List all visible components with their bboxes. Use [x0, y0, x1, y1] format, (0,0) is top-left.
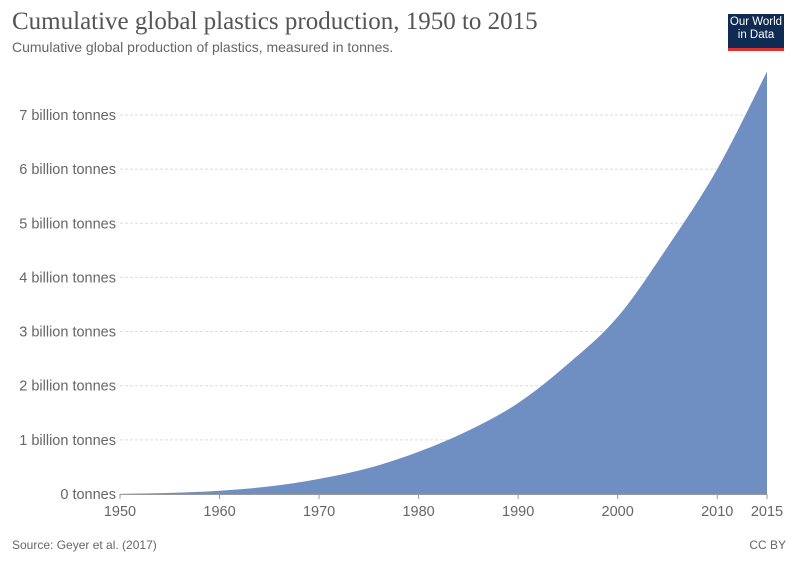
- x-tick-label: 2000: [602, 504, 634, 520]
- x-tick-label: 2010: [701, 504, 733, 520]
- x-tick-label: 1960: [203, 504, 235, 520]
- y-tick-label: 5 billion tonnes: [19, 216, 116, 232]
- x-tick-label: 1980: [402, 504, 434, 520]
- x-tick-label: 1990: [502, 504, 534, 520]
- chart-subtitle: Cumulative global production of plastics…: [12, 39, 394, 55]
- license-link[interactable]: CC BY: [749, 538, 786, 552]
- x-tick-label: 1950: [104, 504, 136, 520]
- y-tick-label: 4 billion tonnes: [19, 270, 116, 286]
- chart-title: Cumulative global plastics production, 1…: [12, 8, 538, 35]
- owid-logo[interactable]: Our World in Data: [728, 14, 784, 51]
- y-tick-label: 6 billion tonnes: [19, 162, 116, 178]
- logo-text: Our World in Data: [729, 16, 783, 41]
- source-note[interactable]: Source: Geyer et al. (2017): [12, 538, 157, 552]
- area-series[interactable]: [120, 71, 767, 494]
- y-tick-label: 7 billion tonnes: [19, 108, 116, 124]
- x-tick-label: 1970: [303, 504, 335, 520]
- plot-area: 0 tonnes 1 billion tonnes 2 billion tonnes…: [19, 71, 783, 520]
- y-tick-label: 2 billion tonnes: [19, 379, 116, 395]
- y-tick-label: 3 billion tonnes: [19, 325, 116, 341]
- y-tick-label: 0 tonnes: [60, 487, 116, 503]
- y-tick-label: 1 billion tonnes: [19, 433, 116, 449]
- x-tick-label: 2015: [751, 504, 783, 520]
